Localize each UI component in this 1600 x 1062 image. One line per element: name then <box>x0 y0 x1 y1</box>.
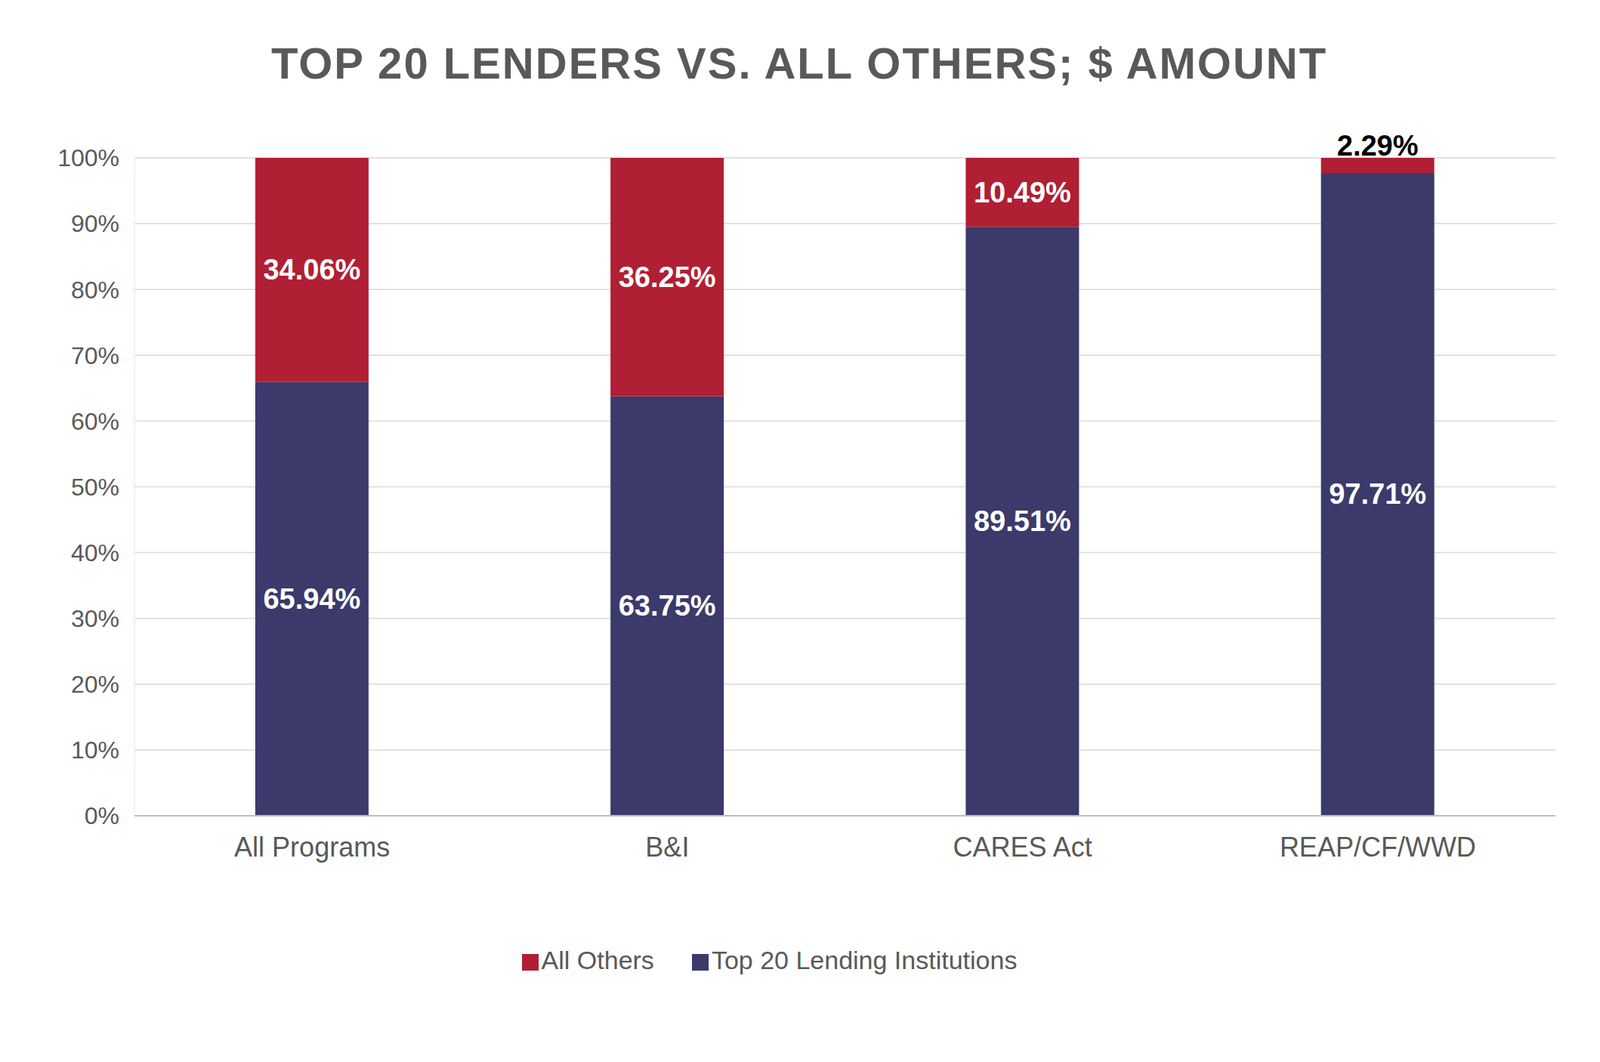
html-text:TOP 20 LENDERS VS. ALL OTHERS;: TOP 20 LENDERS VS. ALL OTHERS; $ AMOUNT <box>271 38 1328 88</box>
svg-text:2.29%: 2.29% <box>1337 129 1419 162</box>
svg-text:63.75%: 63.75% <box>618 589 717 622</box>
svg-text:65.94%: 65.94% <box>262 583 361 615</box>
svg-text:CARES Act: CARES Act <box>953 831 1093 863</box>
svg-text:50%: 50% <box>71 473 120 501</box>
svg-text:34.06%: 34.06% <box>262 253 361 286</box>
svg-text:10.49%: 10.49% <box>973 176 1072 209</box>
svg-text:30%: 30% <box>71 605 120 633</box>
svg-text:40%: 40% <box>71 539 120 567</box>
svg-text:89.51%: 89.51% <box>973 505 1072 538</box>
svg-text:0%: 0% <box>84 802 120 830</box>
svg-text:36.25%: 36.25% <box>618 261 717 294</box>
svg-text:97.71%: 97.71% <box>1328 478 1427 510</box>
html-text:All Others: All Others <box>541 945 655 975</box>
svg-text:80%: 80% <box>71 276 120 304</box>
svg-text:70%: 70% <box>71 342 120 370</box>
html-text:Top 20 Lending Institutions: Top 20 Lending Institutions <box>711 945 1018 975</box>
svg-text:10%: 10% <box>71 736 120 764</box>
svg-text:60%: 60% <box>71 407 120 436</box>
svg-text:REAP/CF/WWD: REAP/CF/WWD <box>1279 831 1477 863</box>
svg-text:90%: 90% <box>71 210 120 238</box>
svg-text:20%: 20% <box>71 670 120 699</box>
svg-text:All Programs: All Programs <box>234 831 390 863</box>
svg-text:100%: 100% <box>57 144 120 172</box>
svg-text:B&I: B&I <box>645 831 689 863</box>
